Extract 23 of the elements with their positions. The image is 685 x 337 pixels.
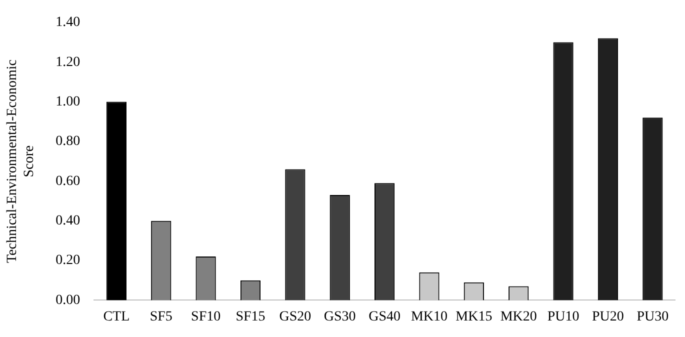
x-tick-label: CTL	[103, 309, 130, 324]
x-tick-label: PU20	[592, 309, 624, 324]
y-tick-label: 1.00	[56, 94, 80, 110]
x-tick-label: GS20	[279, 309, 312, 324]
x-tick-label: SF15	[236, 309, 266, 324]
y-tick-label: 1.20	[56, 54, 80, 70]
bar	[106, 102, 126, 300]
x-tick-label: GS40	[368, 309, 401, 324]
y-tick-label: 0.80	[56, 134, 80, 150]
x-tick-label: SF10	[191, 309, 221, 324]
y-tick-label: 0.20	[56, 253, 80, 268]
y-axis-title: Technical-Environmental-Economic Score	[5, 60, 37, 264]
y-tick-label: 0.60	[56, 174, 80, 189]
y-tick-label: 0.40	[56, 214, 80, 228]
y-tick-label: 1.40	[56, 15, 80, 30]
x-tick-label: PU10	[547, 309, 580, 324]
x-tick-label: MK10	[410, 309, 448, 324]
x-tick-label: MK20	[500, 309, 537, 324]
x-tick-label: SF5	[150, 309, 172, 324]
x-tick-label: MK15	[456, 309, 492, 324]
x-tick-label: PU30	[636, 309, 669, 324]
x-tick-label: GS30	[324, 309, 356, 324]
y-tick-label: 0.00	[56, 292, 80, 308]
